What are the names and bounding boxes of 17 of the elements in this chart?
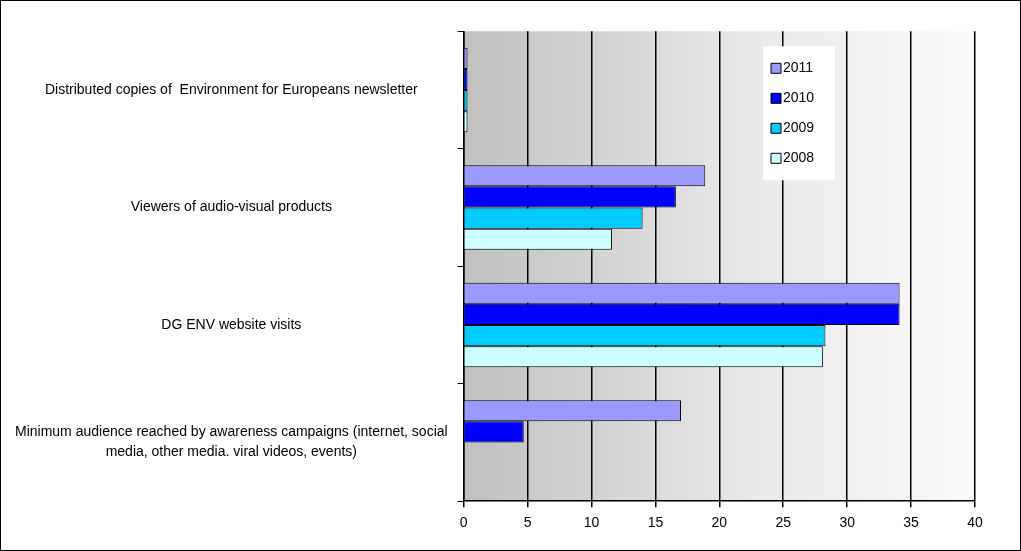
x-tick-label: 25: [775, 514, 792, 531]
legend-label: 2009: [783, 119, 815, 136]
x-tick-label: 0: [459, 514, 468, 531]
legend-label: 2011: [783, 59, 814, 76]
x-tick-label: 35: [903, 514, 920, 531]
x-tick-label: 20: [711, 514, 728, 531]
x-tick-label: 5: [523, 514, 532, 531]
legend-label: 2008: [783, 149, 815, 166]
x-tick-label: 10: [583, 514, 600, 531]
x-tick-label: 40: [967, 514, 983, 531]
legend-label: 2010: [783, 89, 815, 106]
y-tick-label: Distributed copies of Environment for Europeans newsletter: [44, 80, 419, 97]
y-tick-label: DG ENV website visits: [161, 315, 302, 332]
x-tick-label: 15: [647, 514, 664, 531]
x-tick-label: 30: [839, 514, 856, 531]
y-tick-label: Viewers of audio-visual products: [130, 198, 332, 215]
y-tick-label: Minimum audience reached by awareness campaigns (internet, social media, other media. viral videos, events): [14, 423, 448, 460]
